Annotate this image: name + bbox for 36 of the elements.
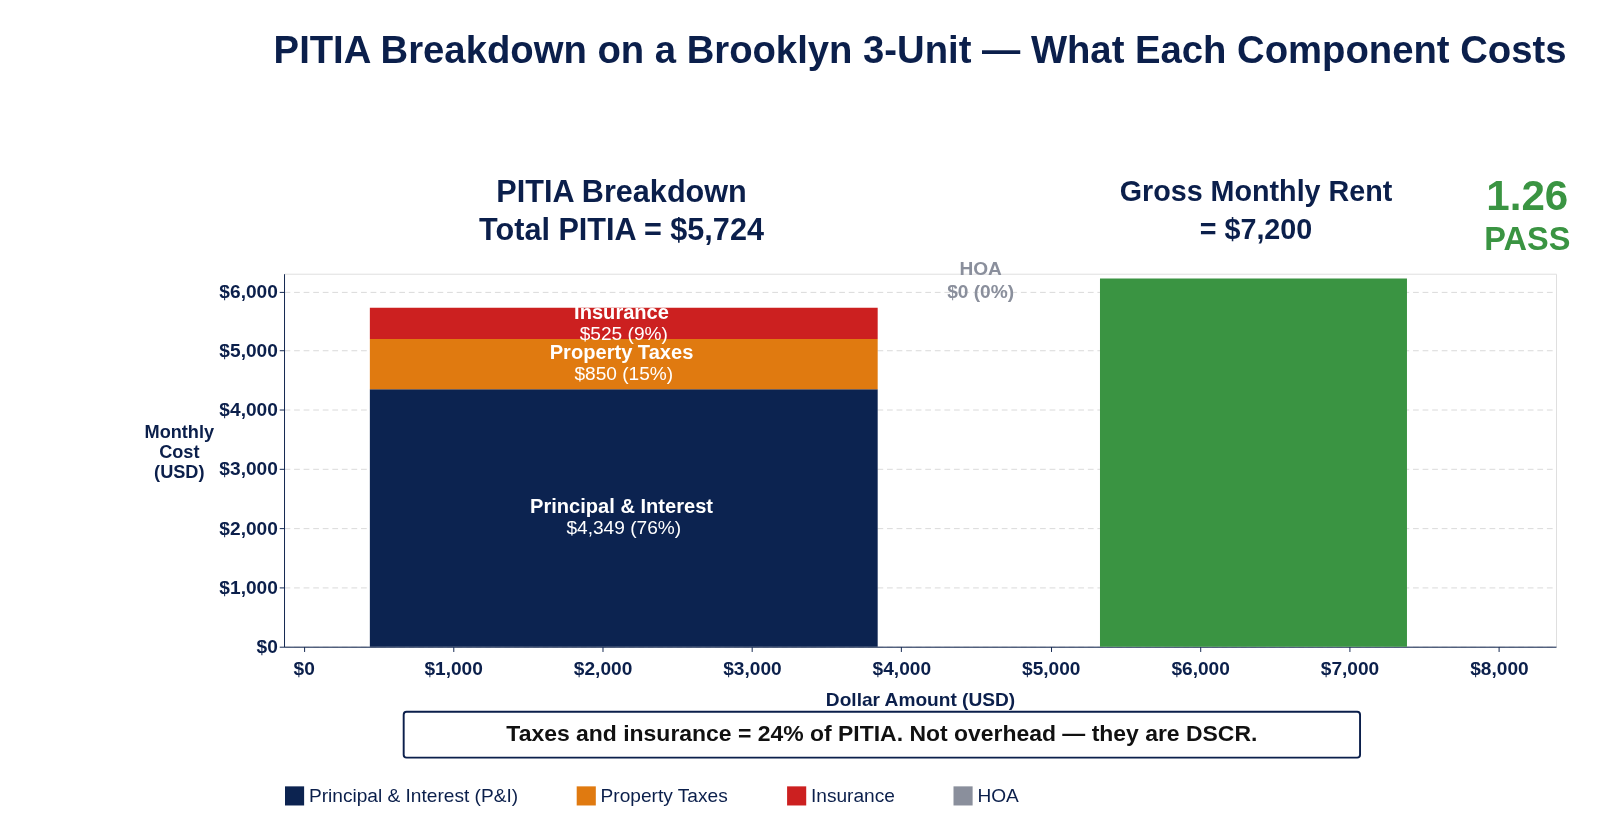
annotation: $0 (0%) [947, 281, 1015, 303]
x-axis-title: Dollar Amount (USD) [825, 688, 1016, 710]
text: PASS [1484, 220, 1571, 257]
legend-label: Property Taxes [600, 784, 728, 806]
text: Gross Monthly Rent [1119, 175, 1393, 208]
x-tick-label: $6,000 [1171, 657, 1230, 679]
chart-title: PITIA Breakdown on a Brooklyn 3-Unit — What Each Component Costs [273, 28, 1567, 72]
annotation: Principal & Interest [530, 495, 714, 518]
y-tick-label: $5,000 [219, 339, 278, 361]
data-label: $850 (15%) [574, 363, 674, 385]
text: Total PITIA = $5,724 [479, 212, 764, 247]
legend-label: HOA [977, 784, 1020, 806]
y-tick-label: $3,000 [219, 458, 278, 480]
text: PITIA Breakdown [496, 174, 747, 209]
legend-label: Insurance [811, 784, 895, 806]
text: 1.26 [1486, 171, 1569, 219]
data-label: $525 (9%) [579, 322, 668, 344]
x-tick-label: $4,000 [872, 657, 932, 679]
y-axis-title: Monthly Cost (USD) [144, 421, 215, 482]
x-tick-label: $7,000 [1320, 657, 1380, 679]
legend-label: Principal & Interest (P&I) [308, 784, 519, 806]
x-tick-label: $2,000 [573, 657, 633, 679]
x-tick-label: $0 [293, 657, 315, 679]
annotation: HOA [959, 258, 1003, 280]
x-tick-label: $5,000 [1022, 657, 1081, 679]
text: Taxes and insurance = 24% of PITIA. Not overhead — they are DSCR. [506, 720, 1258, 747]
x-tick-label: $3,000 [723, 657, 782, 679]
y-tick-label: $6,000 [219, 280, 278, 302]
y-tick-label: $4,000 [219, 399, 278, 421]
text: = $7,200 [1199, 213, 1313, 246]
x-tick-label: $8,000 [1470, 657, 1529, 679]
y-tick-label: $1,000 [219, 576, 278, 598]
x-tick-label: $1,000 [424, 657, 483, 679]
y-tick-label: $2,000 [219, 517, 278, 539]
y-tick-label: $0 [256, 635, 278, 657]
data-label: $4,349 (76%) [566, 517, 682, 539]
